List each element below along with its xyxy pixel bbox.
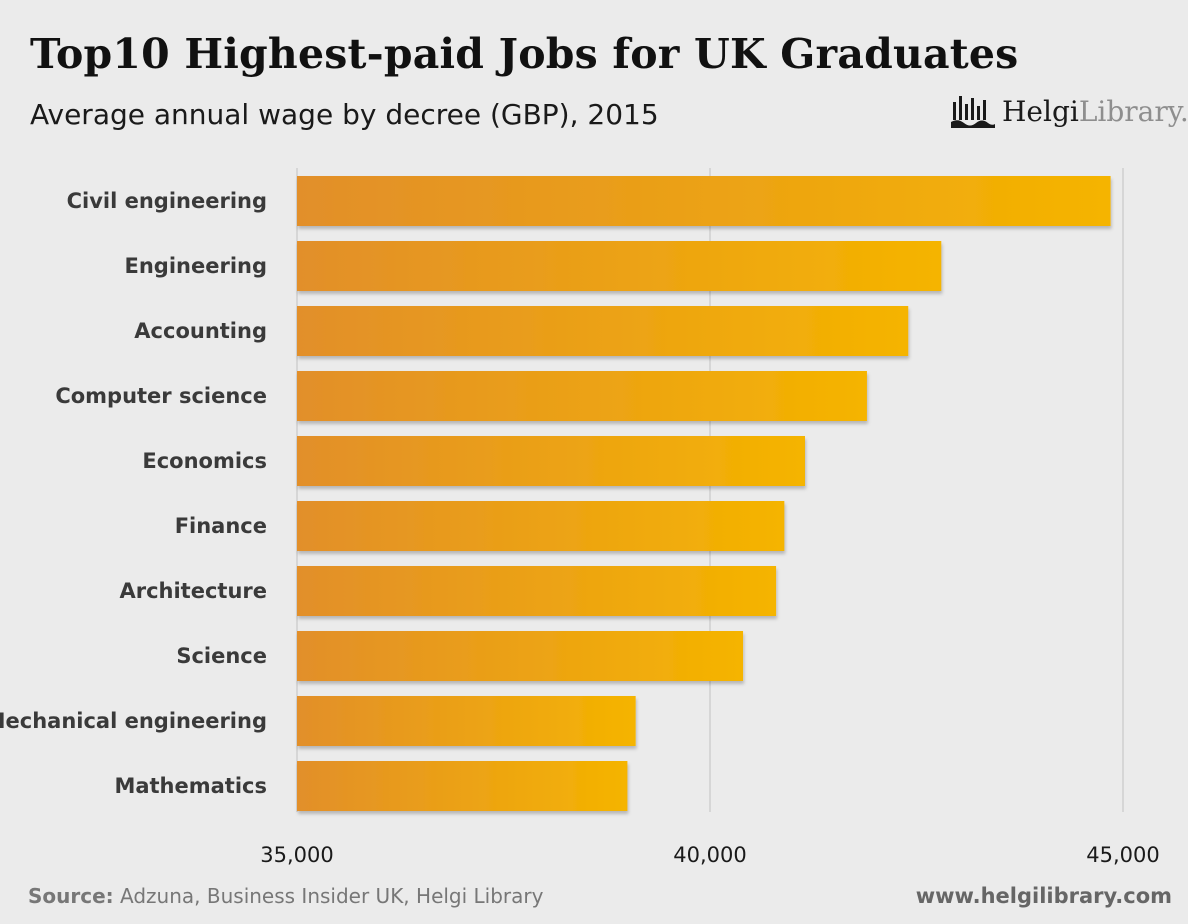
bar	[297, 631, 744, 681]
category-label: Civil engineering	[67, 189, 267, 213]
logo-text-library: Library.	[1078, 94, 1188, 128]
bar	[297, 306, 909, 356]
category-label: Accounting	[134, 319, 267, 343]
category-labels: Civil engineering Engineering Accounting Co…	[0, 189, 267, 798]
category-label: Engineering	[125, 254, 268, 278]
bar	[297, 761, 628, 811]
category-label: Mechanical engineering	[0, 709, 267, 733]
helgi-library-logo: Helgi Library.	[950, 90, 1188, 132]
helgi-library-logo-icon	[951, 96, 995, 128]
chart-title: Top10 Highest-paid Jobs for UK Graduates	[30, 30, 1019, 78]
website-url: www.helgilibrary.com	[915, 884, 1172, 908]
chart-subtitle: Average annual wage by decree (GBP), 201…	[30, 98, 659, 131]
bar-chart: Civil engineering Engineering Accounting Co…	[0, 168, 1160, 867]
x-tick-label: 35,000	[260, 843, 333, 867]
bar	[297, 566, 777, 616]
category-label: Finance	[175, 514, 267, 538]
category-label: Architecture	[119, 579, 267, 603]
bar	[297, 371, 867, 421]
category-label: Economics	[142, 449, 267, 473]
bar	[297, 241, 942, 291]
bar	[297, 501, 785, 551]
x-tick-label: 40,000	[673, 843, 746, 867]
x-axis-ticks: 35,000 40,000 45,000	[260, 843, 1159, 867]
bar	[297, 176, 1111, 226]
bars	[297, 176, 1111, 811]
category-label: Mathematics	[114, 774, 267, 798]
source-text: Adzuna, Business Insider UK, Helgi Libra…	[113, 884, 544, 908]
logo-text-helgi: Helgi	[1002, 94, 1079, 128]
bar	[297, 436, 805, 486]
x-tick-label: 45,000	[1086, 843, 1159, 867]
source-note: Source: Adzuna, Business Insider UK, Hel…	[28, 884, 543, 908]
source-label: Source:	[28, 884, 114, 908]
category-label: Science	[176, 644, 267, 668]
category-label: Computer science	[55, 384, 267, 408]
bar	[297, 696, 636, 746]
